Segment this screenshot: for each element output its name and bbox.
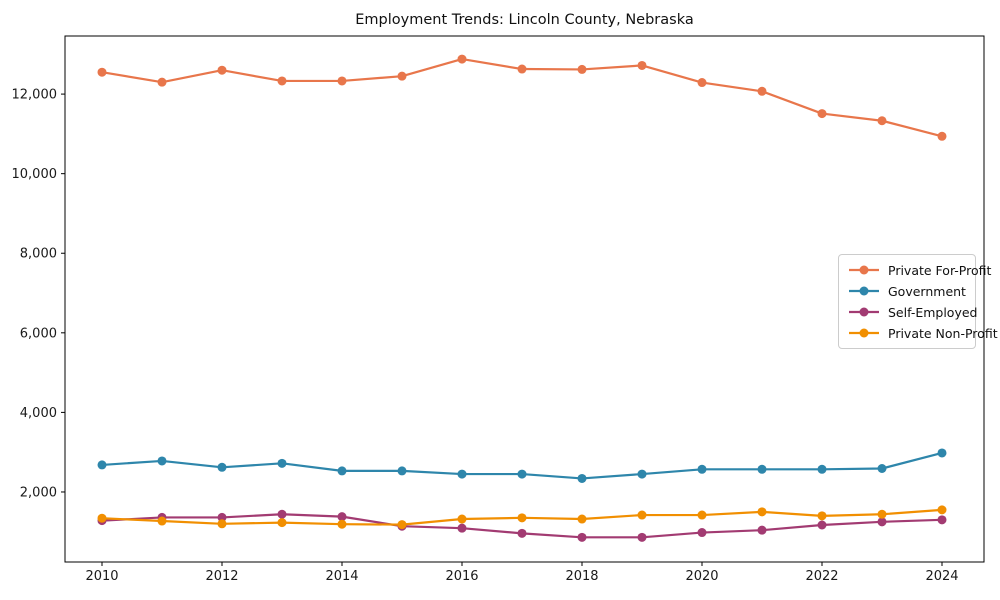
data-point [577, 514, 587, 524]
data-point [337, 519, 347, 529]
data-point [217, 65, 227, 75]
legend-item: Government [848, 283, 967, 299]
legend-line-marker-icon [849, 328, 879, 338]
data-point [697, 464, 707, 474]
data-point [97, 460, 107, 470]
data-point [937, 515, 947, 525]
data-point [637, 469, 647, 479]
y-tick-label: 6,000 [20, 326, 57, 341]
data-point [277, 509, 287, 519]
data-point [277, 458, 287, 468]
x-tick-label: 2022 [805, 569, 838, 584]
data-point [637, 510, 647, 520]
data-point [517, 64, 527, 74]
data-point [397, 466, 407, 476]
legend-label: Government [888, 283, 966, 299]
data-point [277, 518, 287, 528]
legend-line-marker-icon [849, 265, 879, 275]
y-tick-label: 8,000 [20, 247, 57, 262]
data-point [697, 78, 707, 88]
legend-label: Self-Employed [888, 304, 978, 320]
data-point [817, 520, 827, 530]
legend-item: Private For-Profit [848, 262, 991, 278]
legend-item: Private Non-Profit [848, 325, 998, 341]
y-tick-label: 2,000 [20, 485, 57, 500]
data-point [577, 64, 587, 74]
data-point [697, 510, 707, 520]
data-point [217, 519, 227, 529]
data-point [517, 528, 527, 538]
x-tick-label: 2010 [85, 569, 118, 584]
chart-title: Employment Trends: Lincoln County, Nebra… [355, 12, 694, 28]
data-point [157, 516, 167, 526]
data-point [457, 54, 467, 64]
data-point [817, 511, 827, 521]
data-point [97, 67, 107, 77]
data-point [877, 116, 887, 126]
data-point [757, 507, 767, 517]
data-point [757, 525, 767, 535]
data-point [757, 464, 767, 474]
data-point [337, 76, 347, 86]
data-point [877, 517, 887, 527]
data-point [937, 448, 947, 458]
data-point [457, 523, 467, 533]
data-point [577, 473, 587, 483]
data-point [877, 463, 887, 473]
data-point [637, 60, 647, 70]
data-point [637, 532, 647, 542]
x-tick-label: 2012 [205, 569, 238, 584]
legend-line-marker-icon [849, 307, 879, 317]
data-point [97, 513, 107, 523]
legend: Private For-Profit Government Self-Employe… [838, 254, 998, 349]
data-point [817, 464, 827, 474]
data-point [457, 514, 467, 524]
legend-label: Private Non-Profit [888, 325, 998, 341]
data-point [217, 512, 227, 522]
legend-line-marker-icon [849, 286, 879, 296]
data-point [877, 509, 887, 519]
x-tick-label: 2016 [445, 569, 478, 584]
y-tick-label: 4,000 [20, 406, 57, 421]
data-point [757, 86, 767, 96]
data-point [817, 109, 827, 119]
legend-label: Private For-Profit [888, 262, 992, 278]
data-point [937, 131, 947, 141]
x-tick-label: 2018 [565, 569, 598, 584]
x-tick-label: 2014 [325, 569, 358, 584]
legend-item: Self-Employed [848, 304, 977, 320]
data-point [397, 71, 407, 81]
data-point [277, 76, 287, 86]
data-point [157, 77, 167, 87]
y-tick-label: 10,000 [12, 167, 58, 182]
data-point [517, 469, 527, 479]
data-point [337, 466, 347, 476]
data-point [697, 528, 707, 538]
data-point [937, 505, 947, 515]
data-point [457, 469, 467, 479]
plot-border [64, 35, 985, 563]
y-tick-label: 12,000 [12, 88, 58, 103]
data-point [217, 462, 227, 472]
data-point [397, 520, 407, 530]
data-point [157, 456, 167, 466]
x-tick-label: 2024 [925, 569, 958, 584]
data-point [337, 512, 347, 522]
data-point [577, 532, 587, 542]
x-tick-label: 2020 [685, 569, 718, 584]
data-point [517, 513, 527, 523]
